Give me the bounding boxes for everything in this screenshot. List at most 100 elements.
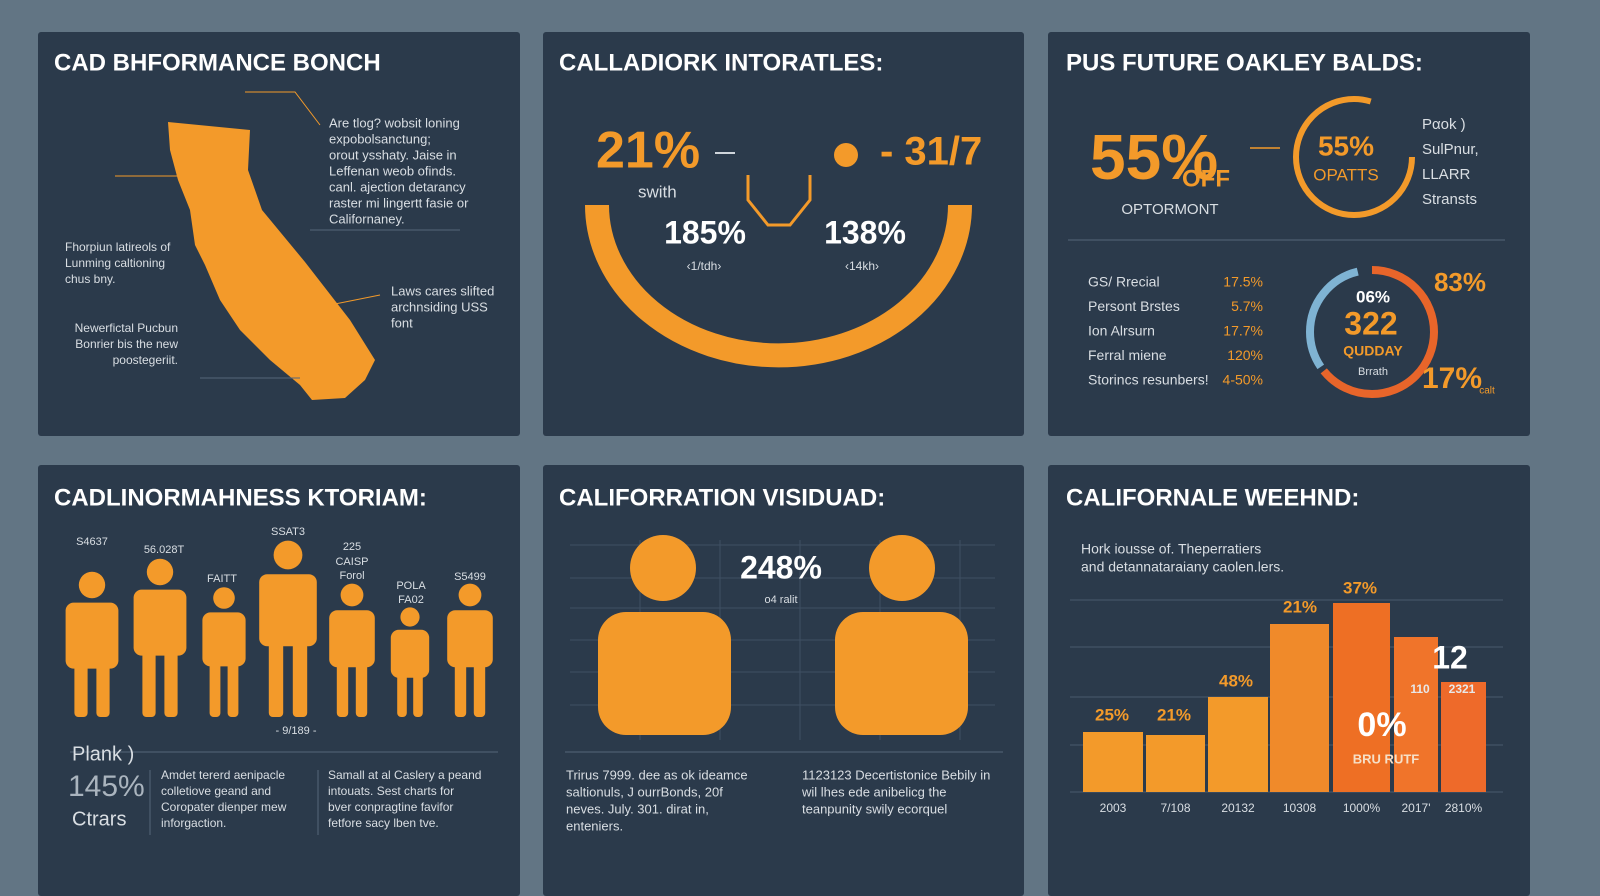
label: SulPnur, (1422, 141, 1479, 158)
label: CAISP (335, 556, 368, 568)
person-head (273, 540, 303, 570)
person-leg (164, 649, 178, 717)
label: Ferral miene (1088, 347, 1167, 363)
bar (1333, 603, 1390, 792)
label: 83% (1434, 267, 1486, 297)
bar (1146, 735, 1205, 792)
dot (834, 143, 858, 167)
label: 2810% (1445, 801, 1483, 815)
label: font (391, 315, 413, 330)
donut-segment (1306, 266, 1438, 398)
label: fetfore sacy lben tve. (328, 816, 439, 830)
label: ‹14kh› (845, 259, 879, 273)
person-head (78, 571, 106, 599)
label: CADLINORMAHNESS KTORIAM: (54, 484, 427, 511)
label: swith (638, 182, 677, 201)
label: 17.5% (1223, 274, 1263, 290)
label: 37% (1343, 578, 1377, 597)
label: teanpunity swily ecorquel (802, 801, 947, 816)
person-leg (292, 639, 308, 717)
person-leg (397, 673, 407, 717)
label: 248% (740, 549, 822, 585)
label: 21% (596, 122, 700, 180)
label: Forol (339, 570, 364, 582)
label: CALIFORRATION VISIDUAD: (559, 484, 885, 511)
label: 145% (68, 770, 145, 803)
label: Coropater dienper mew (161, 800, 287, 814)
label: colletiove geand and (161, 784, 271, 798)
person-leg (209, 661, 221, 717)
label: Ion Alrsurn (1088, 323, 1155, 339)
gauge-icon (746, 175, 812, 227)
panel (1048, 32, 1530, 436)
label: 25% (1095, 705, 1129, 724)
label: OPTORMONT (1121, 201, 1218, 218)
label: SSAT3 (271, 526, 305, 538)
label: BRU RUTF (1353, 751, 1419, 766)
person-leg (227, 661, 239, 717)
ring (1293, 96, 1415, 218)
label: CALIFORNALE WEEHND: (1066, 484, 1359, 511)
person-body (835, 612, 968, 735)
person-head (400, 607, 420, 627)
label: 10308 (1283, 801, 1317, 815)
label: 55% (1318, 130, 1374, 161)
bar (1083, 732, 1143, 792)
label: inforgaction. (161, 816, 226, 830)
person-leg (96, 662, 110, 717)
label: ‹1/tdh› (687, 259, 722, 273)
label: 138% (824, 214, 906, 250)
label: Bonrier bis the new (75, 337, 178, 351)
label: 21% (1157, 705, 1191, 724)
label: 185% (664, 214, 746, 250)
label: Pαok ) (1422, 116, 1466, 133)
label: 225 (343, 541, 361, 553)
label: wil lhes ede anibelicg the (801, 784, 947, 799)
label: 4-50% (1223, 372, 1263, 388)
bar (1270, 624, 1329, 792)
label: Ctrars (72, 808, 126, 830)
bar (1441, 682, 1486, 792)
person-body (447, 610, 493, 668)
person-head (340, 583, 364, 607)
label: 7/108 (1160, 801, 1190, 815)
label: POLA (396, 580, 426, 592)
label: 2017' (1402, 801, 1431, 815)
label: expobolsanctung; (329, 131, 431, 146)
label: calt (1479, 386, 1495, 397)
people (65, 540, 493, 717)
label: 5.7% (1231, 298, 1263, 314)
label: poostegeriit. (113, 353, 178, 367)
label: 48% (1219, 671, 1253, 690)
callout-lines (115, 91, 460, 379)
label: enteniers. (566, 818, 623, 833)
label: and detannataraiany caolen.lers. (1081, 559, 1284, 575)
label: Persont Brstes (1088, 298, 1180, 314)
label: CALLADIORK INTORATLES: (559, 49, 883, 76)
label: 2003 (1100, 801, 1127, 815)
label: intouats. Sest charts for (328, 784, 454, 798)
label: 1000% (1343, 801, 1381, 815)
label: chus bny. (65, 272, 115, 286)
label: orout ysshaty. Jaise in (329, 147, 457, 162)
person-body (65, 602, 119, 669)
label: Newerfictal Pucbun (75, 321, 178, 335)
label: 17.7% (1223, 323, 1263, 339)
label: 322 (1344, 305, 1397, 341)
person-leg (355, 661, 368, 717)
label: 12 (1432, 639, 1468, 675)
label: Stransts (1422, 191, 1477, 208)
label: 17% (1422, 362, 1482, 395)
person-body (390, 629, 430, 678)
label: FAITT (207, 573, 237, 585)
person-body (202, 612, 246, 667)
label: 1123123 Decertistonice Bebily in (802, 767, 990, 782)
label: 110 (1410, 682, 1430, 696)
person-leg (268, 639, 284, 717)
label: OFF (1182, 165, 1230, 192)
person-leg (74, 662, 88, 717)
label: FA02 (398, 594, 424, 606)
person-body (133, 589, 187, 656)
label: Laws cares slifted (391, 283, 494, 298)
